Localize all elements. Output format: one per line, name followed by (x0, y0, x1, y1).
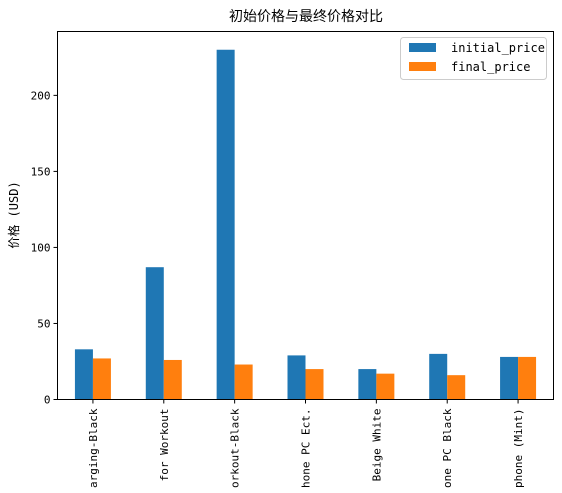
bar-initial_price-0 (74, 349, 93, 400)
bar-final_price-0 (92, 358, 111, 400)
y-tick-label-2: 100 (31, 241, 51, 254)
bar-initial_price-1 (145, 267, 164, 400)
legend-box (400, 37, 547, 80)
legend-swatch-initial_price (409, 43, 436, 52)
legend-swatch-final_price (409, 62, 436, 71)
y-tick-label-3: 150 (31, 165, 51, 178)
bar-initial_price-2 (216, 49, 235, 400)
bar-final_price-1 (163, 359, 182, 400)
legend-label-initial_price: initial_price (451, 41, 545, 55)
y-tick-label-4: 200 (31, 89, 51, 102)
bar-initial_price-4 (358, 369, 377, 400)
y-tick-label-1: 50 (37, 317, 50, 330)
legend: initial_price final_price (400, 37, 547, 80)
x-tick-label-5: one PC Black (441, 408, 454, 488)
bar-final_price-5 (447, 375, 466, 400)
legend-items: initial_price final_price (409, 41, 545, 74)
bars-layer (74, 49, 537, 400)
x-tick-label-3: hone PC Ect. (300, 409, 313, 488)
bar-final_price-2 (234, 364, 253, 400)
y-axis: 0 50 100 150 200 (31, 89, 58, 407)
x-tick-label-2: orkout-Black (229, 408, 242, 488)
legend-label-final_price: final_price (451, 60, 530, 74)
x-axis: arging-Black for Workout orkout-Black hone … (87, 399, 525, 488)
plot-frame (57, 31, 554, 400)
bar-initial_price-5 (429, 353, 448, 400)
bar-final_price-4 (376, 373, 395, 400)
bar-final_price-3 (305, 369, 324, 400)
chart-title: 初始价格与最终价格对比 (229, 8, 383, 25)
bar-final_price-6 (518, 356, 537, 400)
bar-initial_price-3 (287, 355, 306, 400)
x-tick-label-1: for Workout (158, 409, 171, 482)
x-tick-label-6: phone (Mint) (512, 409, 525, 488)
x-tick-label-0: arging-Black (87, 408, 100, 488)
y-tick-label-0: 0 (44, 394, 51, 407)
bar-initial_price-6 (500, 356, 519, 400)
y-axis-label: 价格 (USD) (6, 181, 21, 248)
x-tick-label-4: Beige White (370, 409, 383, 482)
